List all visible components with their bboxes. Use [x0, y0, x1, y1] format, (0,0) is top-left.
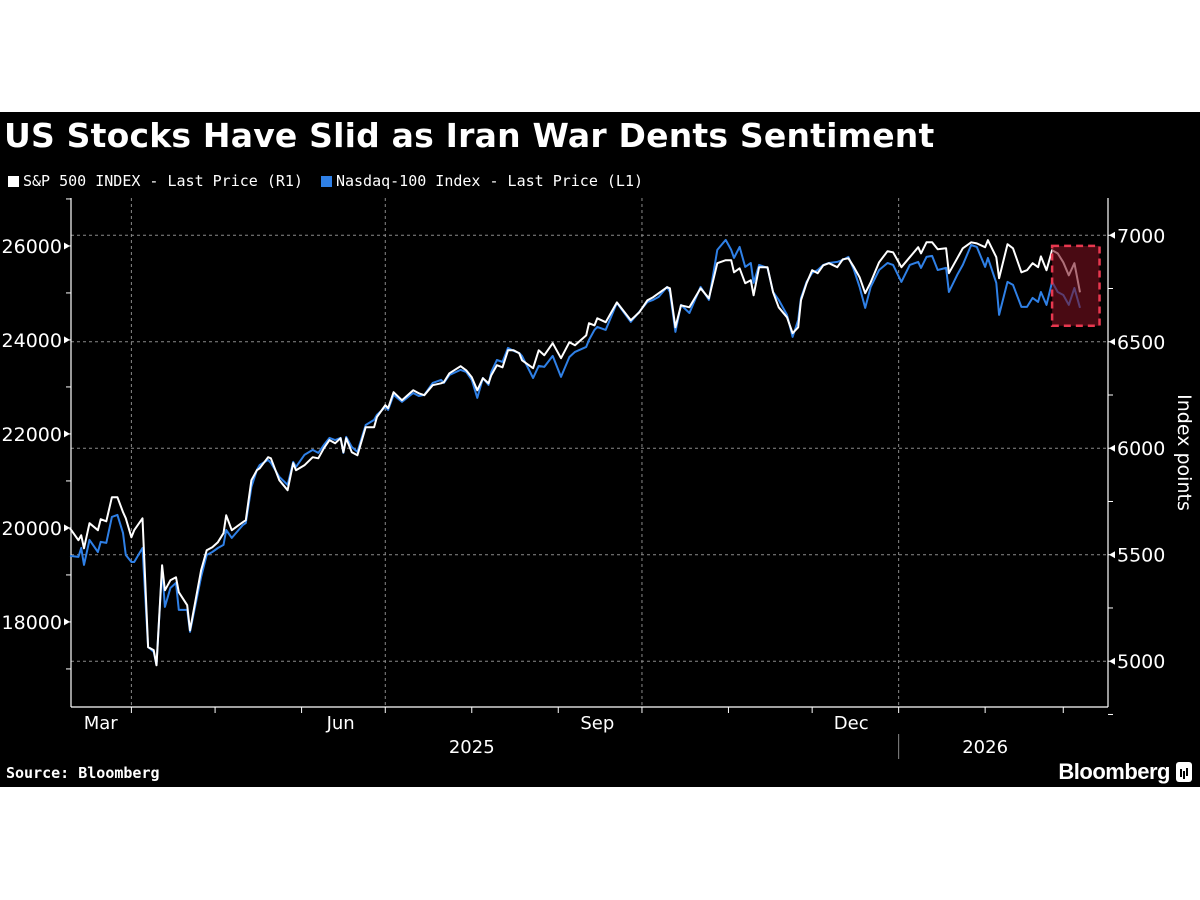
legend-item-sp500: S&P 500 INDEX - Last Price (R1) [8, 172, 303, 190]
chart-title: US Stocks Have Slid as Iran War Dents Se… [4, 116, 935, 155]
right-axis-tick-label: 5000 [1117, 651, 1165, 673]
right-axis-tick-marker [1109, 551, 1115, 559]
x-axis-month-label: Sep [580, 713, 614, 734]
bloomberg-chart-icon [1176, 762, 1192, 782]
right-axis-tick-label: 6500 [1117, 332, 1165, 354]
x-axis-month-label: Mar [84, 713, 119, 734]
highlight-box [1050, 244, 1101, 328]
left-axis-tick-label: 20000 [2, 518, 62, 540]
source-note: Source: Bloomberg [6, 764, 160, 782]
left-axis-tick-marker [64, 430, 70, 438]
left-axis-tick-marker [64, 618, 70, 626]
x-axis-year-label: 2026 [962, 737, 1008, 758]
x-axis-month-label: Dec [834, 713, 869, 734]
right-axis-tick-label: 7000 [1117, 225, 1165, 247]
right-axis-tick-label: 5500 [1117, 545, 1165, 567]
series-line-nasdaq100 [69, 238, 1081, 666]
chart-panel [0, 112, 1200, 787]
x-axis-year-label: 2025 [449, 737, 495, 758]
legend-item-nasdaq100: Nasdaq-100 Index - Last Price (L1) [320, 172, 644, 190]
brand-text: Bloomberg [1058, 759, 1170, 784]
right-axis-tick-marker [1109, 231, 1115, 239]
left-axis-tick-label: 26000 [2, 236, 62, 258]
left-axis-tick-marker [64, 336, 70, 344]
legend-label-nasdaq100: Nasdaq-100 Index - Last Price (L1) [335, 172, 644, 190]
left-axis-tick-marker [64, 524, 70, 532]
left-axis-tick-label: 18000 [2, 612, 62, 634]
right-axis-tick-label: 6000 [1117, 438, 1165, 460]
right-axis-title: Index points [1173, 394, 1195, 511]
bloomberg-logo: Bloomberg [1058, 759, 1192, 785]
left-axis-tick-label: 24000 [2, 330, 62, 352]
series-line-sp500 [69, 239, 1081, 667]
left-axis-tick-label: 22000 [2, 424, 62, 446]
legend-swatch-sp500 [8, 175, 19, 187]
right-axis-tick-marker [1109, 338, 1115, 346]
x-axis-month-label: Jun [326, 713, 355, 734]
right-axis-tick-marker [1109, 444, 1115, 452]
left-axis-tick-marker [64, 242, 70, 250]
legend: S&P 500 INDEX - Last Price (R1) Nasdaq-1… [8, 172, 643, 190]
right-axis-tick-marker [1109, 657, 1115, 665]
legend-label-sp500: S&P 500 INDEX - Last Price (R1) [23, 172, 303, 190]
legend-swatch-nasdaq100 [320, 175, 332, 187]
